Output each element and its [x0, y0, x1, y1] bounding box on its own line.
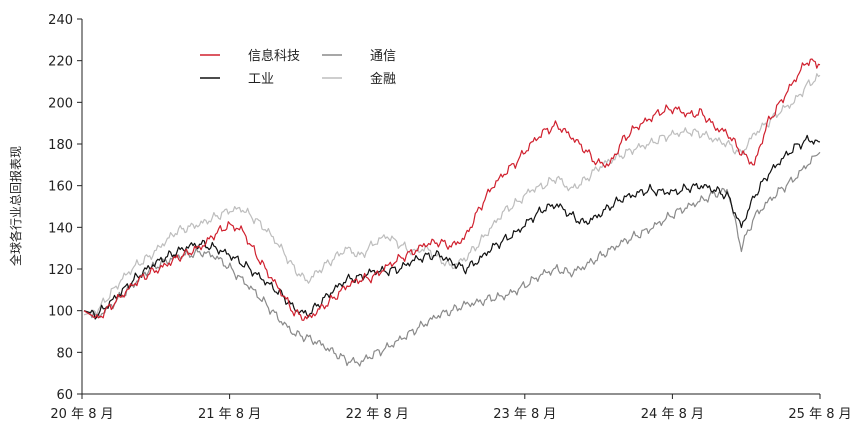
x-tick-label: 23 年 8 月 [493, 407, 556, 422]
y-tick-label: 60 [56, 388, 73, 403]
series-line-0 [83, 58, 821, 321]
legend-label: 通信 [370, 49, 396, 64]
y-tick-label: 200 [48, 96, 73, 111]
y-tick-label: 140 [48, 221, 73, 236]
x-tick-label: 25 年 8 月 [788, 407, 851, 422]
x-tick-label: 20 年 8 月 [50, 407, 113, 422]
y-tick-label: 220 [48, 55, 73, 70]
series-group [83, 58, 821, 367]
x-tick-label: 22 年 8 月 [346, 407, 409, 422]
y-tick-label: 80 [56, 346, 73, 361]
series-line-2 [83, 151, 821, 367]
y-tick-label: 120 [48, 263, 73, 278]
x-tick-label: 24 年 8 月 [641, 407, 704, 422]
x-tick-label: 21 年 8 月 [198, 407, 261, 422]
y-tick-label: 240 [48, 13, 73, 28]
series-line-3 [83, 73, 821, 316]
y-tick-label: 180 [48, 138, 73, 153]
legend-label: 工业 [248, 72, 274, 87]
axes: 60 80 100 120 140 160 180 200 220 240 20 年 8 月 21 年… [8, 13, 852, 422]
y-tick-label: 160 [48, 180, 73, 195]
legend-label: 金融 [370, 71, 396, 87]
y-axis-label: 全球各行业总回报表现 [8, 146, 23, 266]
legend-label: 信息科技 [248, 48, 300, 64]
y-tick-label: 100 [48, 305, 73, 320]
series-line-1 [83, 134, 821, 320]
